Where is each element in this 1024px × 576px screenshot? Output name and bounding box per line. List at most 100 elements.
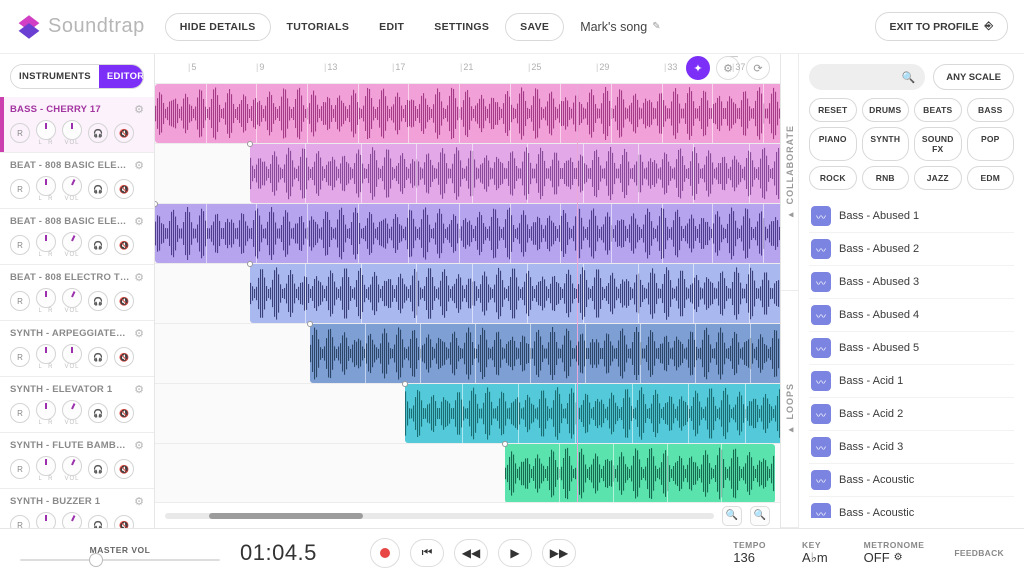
audio-clip[interactable] xyxy=(310,324,780,383)
genre-filter-pill-pop[interactable]: POP xyxy=(967,127,1015,161)
genre-filter-pill-bass[interactable]: BASS xyxy=(967,98,1015,122)
genre-filter-pill-sound-fx[interactable]: SOUND FX xyxy=(914,127,962,161)
track-volume-knob[interactable] xyxy=(62,176,82,196)
track-volume-knob[interactable] xyxy=(62,344,82,364)
edit-title-icon[interactable]: ✎ xyxy=(652,21,660,32)
loop-item[interactable]: 〰 Bass - Abused 2 xyxy=(809,233,1014,266)
track-headphone-button[interactable]: 🎧 xyxy=(88,459,108,479)
loop-item[interactable]: 〰 Bass - Acid 3 xyxy=(809,431,1014,464)
loop-item[interactable]: 〰 Bass - Abused 1 xyxy=(809,200,1014,233)
horizontal-scrollbar[interactable] xyxy=(165,513,714,519)
hide-details-button[interactable]: HIDE DETAILS xyxy=(165,13,271,41)
zoom-out-button[interactable]: 🔍 xyxy=(722,506,742,526)
track-header-row[interactable]: SYNTH - ELEVATOR 1 ⚙ R L R VOL 🎧 🔇 xyxy=(0,377,154,433)
tutorials-button[interactable]: TUTORIALS xyxy=(273,21,364,33)
tab-editor[interactable]: EDITOR xyxy=(99,65,144,88)
genre-filter-pill-rock[interactable]: ROCK xyxy=(809,166,857,190)
loop-item[interactable]: 〰 Bass - Acoustic xyxy=(809,497,1014,518)
genre-filter-pill-synth[interactable]: SYNTH xyxy=(862,127,910,161)
waveform-track-row[interactable] xyxy=(155,384,780,444)
track-settings-icon[interactable]: ⚙ xyxy=(134,495,144,508)
track-record-button[interactable]: R xyxy=(10,235,30,255)
genre-filter-pill-jazz[interactable]: JAZZ xyxy=(914,166,962,190)
track-settings-icon[interactable]: ⚙ xyxy=(134,103,144,116)
clip-handle-dot[interactable] xyxy=(402,381,408,387)
track-record-button[interactable]: R xyxy=(10,179,30,199)
track-header-row[interactable]: BEAT - 808 BASIC ELECTRO KICK ... ⚙ R L … xyxy=(0,153,154,209)
genre-filter-pill-beats[interactable]: BEATS xyxy=(914,98,962,122)
track-headphone-button[interactable]: 🎧 xyxy=(88,235,108,255)
track-headphone-button[interactable]: 🎧 xyxy=(88,515,108,528)
track-headphone-button[interactable]: 🎧 xyxy=(88,403,108,423)
loop-item[interactable]: 〰 Bass - Acid 1 xyxy=(809,365,1014,398)
loops-tab[interactable]: ▸ LOOPS xyxy=(781,291,798,528)
genre-filter-pill-edm[interactable]: EDM xyxy=(967,166,1015,190)
sparkle-icon-button[interactable]: ✦ xyxy=(686,56,710,80)
clip-handle-dot[interactable] xyxy=(247,141,253,147)
track-mute-button[interactable]: 🔇 xyxy=(114,291,134,311)
track-settings-icon[interactable]: ⚙ xyxy=(134,271,144,284)
waveform-track-row[interactable] xyxy=(155,324,780,384)
tab-instruments[interactable]: INSTRUMENTS xyxy=(11,65,99,88)
track-headphone-button[interactable]: 🎧 xyxy=(88,179,108,199)
track-record-button[interactable]: R xyxy=(10,291,30,311)
track-mute-button[interactable]: 🔇 xyxy=(114,123,134,143)
track-mute-button[interactable]: 🔇 xyxy=(114,347,134,367)
master-vol-footer-slider[interactable] xyxy=(20,559,220,561)
track-record-button[interactable]: R xyxy=(10,347,30,367)
track-settings-icon[interactable]: ⚙ xyxy=(134,327,144,340)
track-settings-icon[interactable]: ⚙ xyxy=(134,383,144,396)
track-header-row[interactable]: BEAT - 808 BASIC ELECTRO 4 ⚙ R L R VOL 🎧… xyxy=(0,209,154,265)
audio-clip[interactable] xyxy=(505,444,775,502)
track-pan-knob[interactable] xyxy=(36,288,56,308)
track-mute-button[interactable]: 🔇 xyxy=(114,179,134,199)
waveform-track-row[interactable] xyxy=(155,144,780,204)
track-pan-knob[interactable] xyxy=(36,232,56,252)
audio-clip[interactable] xyxy=(405,384,780,443)
track-pan-knob[interactable] xyxy=(36,344,56,364)
track-headphone-button[interactable]: 🎧 xyxy=(88,123,108,143)
track-pan-knob[interactable] xyxy=(36,400,56,420)
track-mute-button[interactable]: 🔇 xyxy=(114,515,134,528)
track-settings-icon[interactable]: ⚙ xyxy=(134,439,144,452)
track-headphone-button[interactable]: 🎧 xyxy=(88,291,108,311)
track-header-row[interactable]: SYNTH - BUZZER 1 ⚙ R L R VOL 🎧 🔇 xyxy=(0,489,154,528)
settings-button[interactable]: SETTINGS xyxy=(420,21,503,33)
waveform-track-row[interactable] xyxy=(155,264,780,324)
clip-handle-dot[interactable] xyxy=(307,321,313,327)
save-button[interactable]: SAVE xyxy=(505,13,564,41)
track-record-button[interactable]: R xyxy=(10,515,30,528)
track-settings-icon[interactable]: ⚙ xyxy=(134,215,144,228)
waveform-tracks-container[interactable] xyxy=(155,84,780,502)
track-headphone-button[interactable]: 🎧 xyxy=(88,347,108,367)
any-scale-button[interactable]: ANY SCALE xyxy=(933,64,1014,90)
genre-filter-pill-piano[interactable]: PIANO xyxy=(809,127,857,161)
feedback-link[interactable]: FEEDBACK xyxy=(954,548,1004,558)
track-record-button[interactable]: R xyxy=(10,403,30,423)
audio-clip[interactable] xyxy=(155,84,780,143)
genre-filter-pill-drums[interactable]: DRUMS xyxy=(862,98,910,122)
metronome-gear-icon[interactable]: ⚙ xyxy=(894,552,903,563)
track-volume-knob[interactable] xyxy=(62,512,82,528)
rewind-to-start-button[interactable]: ⏮ xyxy=(410,539,444,567)
track-pan-knob[interactable] xyxy=(36,120,56,140)
clip-handle-dot[interactable] xyxy=(502,441,508,447)
track-volume-knob[interactable] xyxy=(62,120,82,140)
refresh-icon-button[interactable]: ⟳ xyxy=(746,56,770,80)
waveform-track-row[interactable] xyxy=(155,84,780,144)
track-header-row[interactable]: BASS - CHERRY 17 ⚙ R L R VOL 🎧 🔇 xyxy=(0,97,154,153)
track-settings-icon[interactable]: ⚙ xyxy=(134,159,144,172)
track-volume-knob[interactable] xyxy=(62,288,82,308)
track-volume-knob[interactable] xyxy=(62,456,82,476)
genre-filter-pill-reset[interactable]: RESET xyxy=(809,98,857,122)
audio-clip[interactable] xyxy=(250,264,780,323)
track-header-row[interactable]: SYNTH - ARPEGGIATED SEQUEN... ⚙ R L R VO… xyxy=(0,321,154,377)
timeline-ruler[interactable]: ✦ ⚙ ⟳ 591317212529333741 xyxy=(155,54,780,84)
genre-filter-pill-rnb[interactable]: RNB xyxy=(862,166,910,190)
loop-item[interactable]: 〰 Bass - Acid 2 xyxy=(809,398,1014,431)
clip-handle-dot[interactable] xyxy=(247,261,253,267)
track-mute-button[interactable]: 🔇 xyxy=(114,235,134,255)
zoom-in-button[interactable]: 🔍 xyxy=(750,506,770,526)
track-record-button[interactable]: R xyxy=(10,459,30,479)
loop-search-input[interactable]: 🔍 xyxy=(809,64,925,90)
